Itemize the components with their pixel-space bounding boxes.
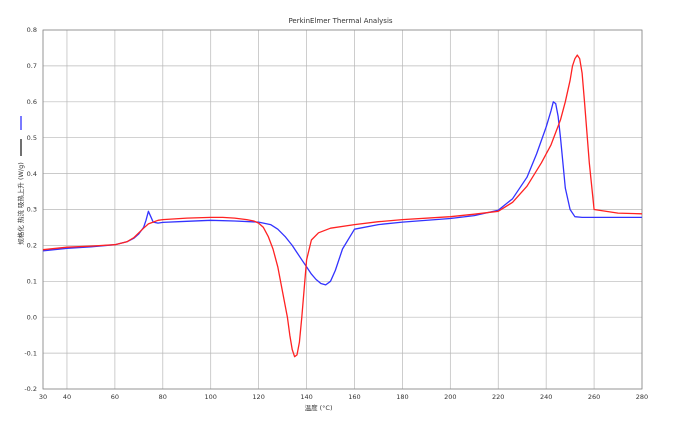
y-tick-label: 0.8 — [27, 26, 37, 34]
x-tick-label: 60 — [111, 393, 119, 401]
y-tick-label: 0.0 — [27, 313, 37, 321]
y-tick-label: 0.4 — [27, 170, 37, 178]
y-tick-label: -0.2 — [24, 385, 37, 393]
x-tick-label: 180 — [396, 393, 408, 401]
x-tick-label: 240 — [540, 393, 552, 401]
x-tick-label: 200 — [444, 393, 456, 401]
series-line-1 — [42, 101, 642, 286]
y-axis-ticks: -0.2 -0.1 0.0 0.1 0.2 0.3 0.4 0.5 0.6 0.7 0.8 — [24, 26, 37, 393]
x-tick-label: 80 — [159, 393, 167, 401]
grid-lines — [42, 29, 643, 390]
y-axis-label: 规格化 热流 吸热上升 (W/g) — [16, 162, 25, 245]
x-tick-label: 30 — [39, 393, 47, 401]
y-tick-label: 0.7 — [27, 62, 37, 70]
x-tick-label: 40 — [63, 393, 71, 401]
chart-title: PerkinElmer Thermal Analysis — [288, 17, 392, 25]
x-tick-label: 140 — [300, 393, 312, 401]
x-tick-label: 280 — [636, 393, 648, 401]
y-tick-label: 0.5 — [27, 134, 37, 142]
x-axis-label: 温度 (°C) — [305, 403, 333, 412]
x-tick-label: 260 — [588, 393, 600, 401]
x-tick-label: 160 — [348, 393, 360, 401]
x-tick-label: 120 — [252, 393, 264, 401]
y-tick-label: 0.1 — [27, 278, 37, 286]
y-tick-label: -0.1 — [24, 349, 37, 357]
y-tick-label: 0.6 — [27, 98, 37, 106]
series-group — [42, 54, 643, 358]
x-tick-label: 220 — [492, 393, 504, 401]
y-tick-label: 0.2 — [27, 242, 37, 250]
y-tick-label: 0.3 — [27, 206, 37, 214]
series-line-2 — [42, 54, 643, 358]
x-tick-label: 100 — [205, 393, 217, 401]
x-axis-ticks: 30 40 60 80 100 120 140 160 180 200 220 240 260 280 — [39, 393, 648, 401]
plot-area — [42, 29, 643, 390]
